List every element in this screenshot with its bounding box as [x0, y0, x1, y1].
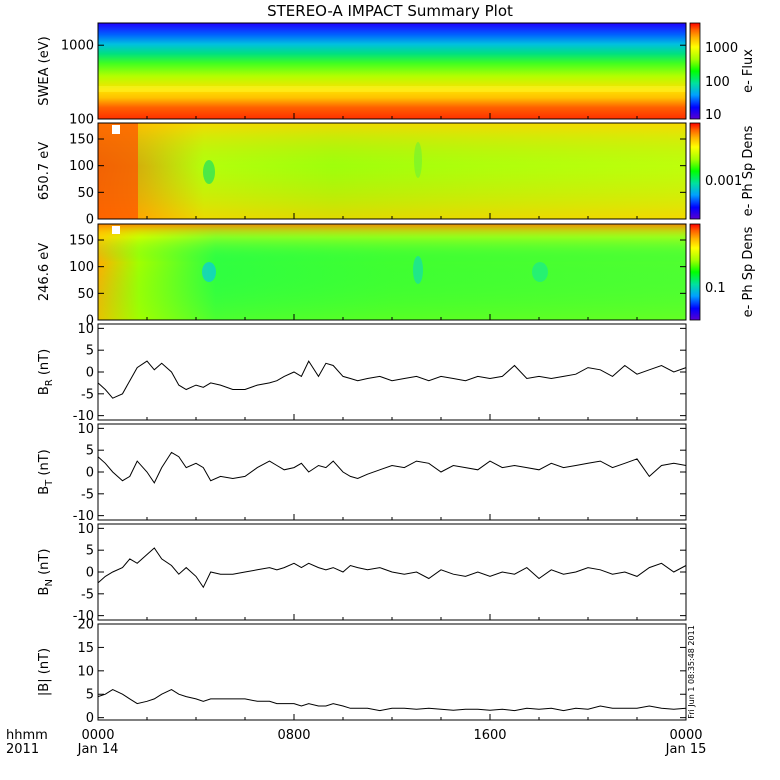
timestamp-stamp: Fri Jun 1 08:35:48 2011 — [687, 625, 696, 719]
pad650-patch-1 — [203, 160, 215, 184]
swea-ytick-label: 100 — [69, 113, 94, 128]
pad650-early-red — [98, 123, 138, 219]
xtick-date: Jan 15 — [665, 742, 707, 757]
bn-ytick-label: 10 — [77, 522, 94, 537]
panel-bmag: 0 5 10 15 20 |B| (nT) Fri Jun 1 08:35:48 201… — [37, 618, 696, 727]
pad246-overlay — [98, 224, 686, 320]
swea-colorbar — [689, 22, 701, 120]
swea-cbar-tick-10: 10 — [705, 108, 722, 123]
pad650-ytick-label: 150 — [69, 133, 94, 148]
bmag-ytick-label: 20 — [77, 618, 94, 633]
pad650-cbar-label: e- Ph Sp Dens — [741, 125, 756, 216]
pad246-cbar-label: e- Ph Sp Dens — [741, 226, 756, 317]
bmag-ytick-label: 5 — [86, 688, 94, 703]
bt-ylabel: BT (nT) — [37, 449, 55, 495]
bn-ytick-label: -5 — [81, 587, 94, 602]
swea-spectrogram — [98, 23, 686, 119]
bmag-yticks: 0 5 10 15 20 — [77, 618, 686, 726]
pad650-patch-2 — [414, 142, 422, 178]
br-ylabel: BR (nT) — [37, 349, 55, 395]
pad246-patch-2 — [413, 256, 423, 284]
bmag-series-line — [97, 689, 687, 712]
bmag-frame — [97, 623, 687, 721]
br-ytick-label: -5 — [81, 387, 94, 402]
bmag-ytick-label: 10 — [77, 664, 94, 679]
swea-yticks: 100 1000 — [61, 39, 686, 128]
br-ytick-label: -10 — [73, 409, 94, 424]
pad650-cbar-tick: 0.001 — [705, 174, 742, 189]
figure-title: STEREO-A IMPACT Summary Plot — [267, 2, 513, 20]
pad650-ytick-label: 100 — [69, 159, 94, 174]
pad650-ylabel: 650.7 eV — [37, 142, 52, 200]
panel-pad-650: 0 50 100 150 650.7 eV 0.001 e- Ph Sp Dens — [37, 122, 756, 228]
pad246-ytick-label: 150 — [69, 234, 94, 249]
bt-ytick-label: -10 — [73, 509, 94, 524]
br-ytick-label: 10 — [77, 322, 94, 337]
br-ytick-label: 5 — [86, 344, 94, 359]
pad246-colorbar — [689, 223, 701, 321]
bmag-ytick-label: 0 — [86, 711, 94, 726]
pad246-yticks: 0 50 100 150 — [69, 234, 686, 329]
bt-yticks: -10 -5 0 5 10 — [73, 422, 686, 524]
bn-ytick-label: 0 — [86, 566, 94, 581]
swea-cbar-tick-100: 100 — [705, 75, 730, 90]
bt-ytick-label: 0 — [86, 466, 94, 481]
x-corner-year: 2011 — [6, 742, 39, 757]
swea-ytick-label: 1000 — [61, 39, 94, 54]
pad650-gap — [112, 125, 120, 134]
swea-cbar-label: e- Flux — [741, 49, 756, 93]
bmag-ytick-label: 15 — [77, 641, 94, 656]
xtick-date: Jan 14 — [77, 742, 119, 757]
pad246-patch-3 — [532, 262, 548, 282]
bt-series-line — [97, 451, 687, 484]
panel-pad-246: 0 50 100 150 246.6 eV 0.1 e- Ph Sp Dens — [37, 223, 756, 329]
pad246-ytick-label: 100 — [69, 260, 94, 275]
xtick-label: 0000 — [81, 728, 114, 743]
pad246-patch-1 — [202, 262, 216, 282]
panel-swea: 100 1000 SWEA (eV) 1000 100 10 e- Flux — [37, 22, 756, 128]
pad650-yticks: 0 50 100 150 — [69, 133, 686, 228]
pad246-ytick-label: 0 — [86, 314, 94, 329]
panel-br: -10 -5 0 5 10 BR (nT) — [37, 322, 687, 424]
bt-frame — [97, 423, 687, 521]
pad246-cbar-tick: 0.1 — [705, 281, 726, 296]
pad246-gap — [112, 226, 120, 234]
xtick-label: 0800 — [277, 728, 310, 743]
swea-cbar-tick-1000: 1000 — [705, 41, 738, 56]
pad246-ytick-label: 50 — [77, 287, 94, 302]
bn-series-line — [97, 547, 687, 589]
swea-band-dip — [98, 86, 686, 92]
br-yticks: -10 -5 0 5 10 — [73, 322, 686, 424]
swea-ylabel: SWEA (eV) — [37, 36, 52, 105]
pad650-ytick-label: 0 — [86, 213, 94, 228]
bt-ytick-label: 10 — [77, 422, 94, 437]
br-ytick-label: 0 — [86, 366, 94, 381]
bt-ytick-label: -5 — [81, 487, 94, 502]
x-corner-hhmm: hhmm — [6, 728, 48, 743]
pad650-colorbar — [689, 122, 701, 220]
bn-ytick-label: -10 — [73, 609, 94, 624]
xtick-label: 1600 — [473, 728, 506, 743]
pad650-overlay — [98, 123, 686, 219]
panel-bt: -10 -5 0 5 10 BT (nT) — [37, 422, 687, 524]
bn-yticks: -10 -5 0 5 10 — [73, 522, 686, 624]
bn-ylabel: BN (nT) — [37, 549, 55, 596]
pad650-ytick-label: 50 — [77, 186, 94, 201]
bmag-ylabel: |B| (nT) — [37, 648, 52, 696]
bn-ytick-label: 5 — [86, 544, 94, 559]
br-series-line — [97, 360, 687, 399]
br-frame — [97, 323, 687, 421]
bt-ytick-label: 5 — [86, 444, 94, 459]
xtick-label: 0000 — [669, 728, 702, 743]
pad246-ylabel: 246.6 eV — [37, 243, 52, 301]
panel-bn: -10 -5 0 5 10 BN (nT) — [37, 522, 687, 624]
